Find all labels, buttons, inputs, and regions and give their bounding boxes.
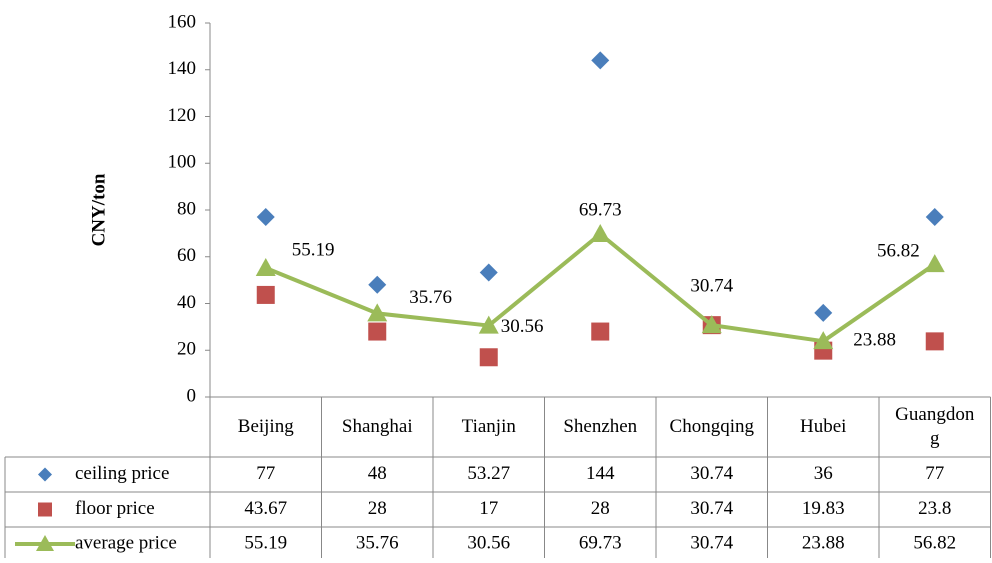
y-tick-label: 80 bbox=[177, 198, 196, 219]
table-value: 28 bbox=[368, 498, 387, 519]
table-value: 17 bbox=[479, 498, 498, 519]
point bbox=[256, 285, 275, 304]
x-tick-label: Tianjin bbox=[461, 416, 516, 437]
table-value: 69.73 bbox=[579, 532, 622, 553]
y-tick-label: 160 bbox=[168, 11, 197, 32]
data-label: 30.56 bbox=[501, 316, 544, 337]
table-value: 30.74 bbox=[690, 463, 733, 484]
table-value: 56.82 bbox=[913, 532, 956, 553]
point bbox=[925, 332, 944, 351]
point bbox=[255, 257, 276, 276]
data-label: 55.19 bbox=[292, 239, 335, 260]
y-tick-label: 0 bbox=[187, 385, 197, 406]
data-label: 23.88 bbox=[853, 330, 896, 351]
table-value: 48 bbox=[368, 463, 387, 484]
y-axis-label: CNY/ton bbox=[88, 173, 109, 246]
table-value: 36 bbox=[814, 463, 833, 484]
category-cell: Chongqing bbox=[669, 416, 754, 437]
table-value: 23.8 bbox=[918, 498, 951, 519]
y-tick-label: 20 bbox=[177, 339, 196, 360]
point bbox=[813, 331, 834, 350]
table-value: 19.83 bbox=[802, 498, 845, 519]
legend-marker bbox=[36, 535, 54, 551]
data-label: 30.74 bbox=[690, 276, 733, 297]
table-value: 23.88 bbox=[802, 532, 845, 553]
point bbox=[924, 254, 945, 273]
point bbox=[479, 263, 498, 282]
table-value: 55.19 bbox=[244, 532, 287, 553]
point bbox=[591, 51, 610, 70]
point bbox=[478, 315, 499, 334]
category-cell: Shenzhen bbox=[563, 416, 638, 437]
category-cell: Shanghai bbox=[341, 416, 413, 437]
table-value: 30.74 bbox=[690, 532, 733, 553]
table-value: 30.56 bbox=[467, 532, 510, 553]
y-tick-label: 100 bbox=[168, 152, 197, 173]
x-tick-label: Hubei bbox=[800, 416, 847, 437]
category-cell: Hubei bbox=[800, 416, 847, 437]
x-tick-label: Guangdong bbox=[895, 404, 975, 449]
point bbox=[701, 315, 722, 334]
category-cell: Beijing bbox=[237, 416, 294, 437]
table-value: 35.76 bbox=[356, 532, 399, 553]
table-value: 43.67 bbox=[244, 498, 287, 519]
point bbox=[814, 303, 833, 322]
data-label: 35.76 bbox=[409, 287, 452, 308]
table-value: 144 bbox=[586, 463, 615, 484]
legend-marker bbox=[38, 467, 52, 482]
point bbox=[925, 208, 944, 227]
point bbox=[479, 348, 498, 367]
data-label: 69.73 bbox=[579, 199, 622, 220]
table-value: 28 bbox=[591, 498, 610, 519]
category-cell: Guangdong bbox=[895, 404, 975, 449]
category-cell: Tianjin bbox=[461, 416, 516, 437]
y-tick-label: 120 bbox=[168, 105, 197, 126]
point bbox=[367, 303, 388, 322]
table-value: 77 bbox=[925, 463, 944, 484]
point bbox=[590, 224, 611, 243]
table-value: 30.74 bbox=[690, 498, 733, 519]
x-tick-label: Beijing bbox=[237, 416, 294, 437]
point bbox=[368, 322, 387, 341]
table-value: 77 bbox=[256, 463, 275, 484]
x-tick-label: Shenzhen bbox=[563, 416, 638, 437]
legend-marker bbox=[38, 502, 52, 517]
y-tick-label: 40 bbox=[177, 292, 196, 313]
point bbox=[591, 322, 610, 341]
y-tick-label: 60 bbox=[177, 245, 196, 266]
y-tick-label: 140 bbox=[168, 58, 197, 79]
point bbox=[368, 275, 387, 294]
x-tick-label: Shanghai bbox=[341, 416, 413, 437]
point bbox=[256, 208, 275, 227]
legend-label: average price bbox=[75, 532, 177, 553]
data-label: 56.82 bbox=[877, 241, 920, 262]
x-tick-label: Chongqing bbox=[669, 416, 754, 437]
legend-label: ceiling price bbox=[75, 463, 169, 484]
table-value: 53.27 bbox=[467, 463, 510, 484]
legend-label: floor price bbox=[75, 498, 155, 519]
